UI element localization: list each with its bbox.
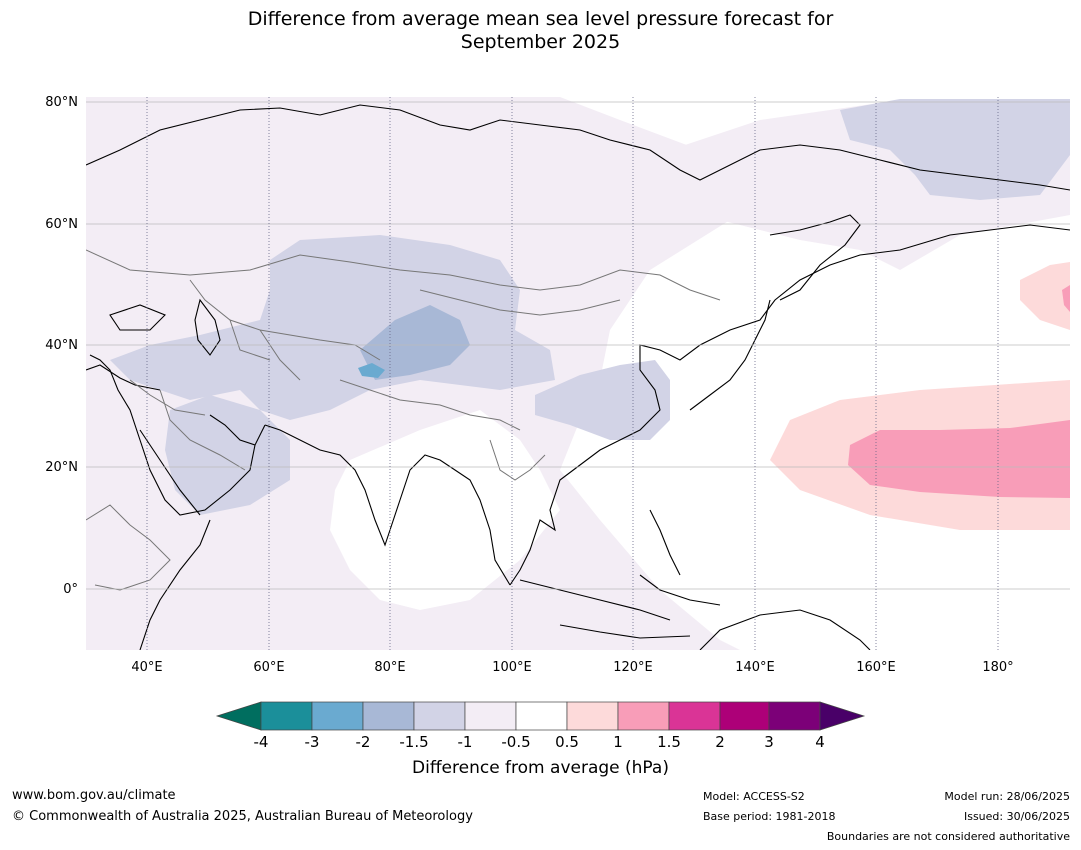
colorbar-tick-label: -1 [457,733,473,751]
lon-label-160e: 160°E [856,660,896,675]
coastline-sea-of-okhotsk [769,214,861,301]
anomaly-region-neg2-karakoram [358,363,385,378]
graticule [86,97,1070,650]
border-himalaya [339,379,521,431]
colorbar-tick-label: 3 [764,733,774,751]
boundaries-disclaimer: Boundaries are not considered authoritat… [826,830,1070,843]
lat-label-20n: 20°N [45,460,78,475]
colorbar-tick-label: 1 [613,733,623,751]
colorbar-tick-label: -2 [355,733,371,751]
title-line-1: Difference from average mean sea level p… [247,8,834,30]
model-name: Model: ACCESS-S2 [703,790,805,803]
coastline-indochina [264,424,511,586]
lat-label-40n: 40°N [45,338,78,353]
border-middle-east [129,379,246,471]
colorbar-tick-label: -0.5 [501,733,531,751]
lat-label-60n: 60°N [45,217,78,232]
coastline-caspian [194,298,221,356]
country-borders [86,249,721,591]
lon-label-60e: 60°E [253,660,285,675]
colorbar-tick-label: 0.5 [555,733,579,751]
anomaly-region-pos05-pacific-north [1020,262,1070,330]
colorbar-swatch-3 [362,701,415,731]
anomaly-region-pos1-pacific-north [1062,285,1070,312]
coastline-red-sea [139,429,201,516]
border-mongolia-china [419,289,621,316]
base-period: Base period: 1981-2018 [703,810,836,823]
colorbar-swatch-8 [617,701,670,731]
chart-title: Difference from average mean sea level p… [0,8,1081,54]
colorbar [215,701,866,731]
model-run-date: Model run: 28/06/2025 [944,790,1070,803]
copyright-text: © Commonwealth of Australia 2025, Austra… [12,809,473,824]
coastline-east-africa [139,519,211,650]
border-central-asia [189,279,381,381]
colorbar-swatch-5 [464,701,517,731]
coastline-arabia-africa [89,354,266,516]
border-russia-south [86,249,721,301]
colorbar-swatch-11 [768,701,821,731]
colorbar-title: Difference from average (hPa) [412,758,669,778]
border-indochina [489,439,546,481]
coastline-black-sea [109,304,166,331]
lon-label-140e: 140°E [735,660,775,675]
colorbar-tick-label: 2 [715,733,725,751]
coastline-japan [689,299,771,411]
coastline-mediterranean [86,364,161,391]
lon-gridlines [146,97,999,650]
lon-label-100e: 100°E [492,660,532,675]
lat-gridlines [86,101,1070,590]
colorbar-swatch-7 [566,701,619,731]
anomaly-region-neutral-india [330,410,560,610]
colorbar-swatch-10 [719,701,770,731]
coastline-philippines [649,509,681,576]
anomaly-region-neg15-tibet [360,305,470,380]
colorbar-swatch-2 [311,701,364,731]
lat-label-80n: 80°N [45,95,78,110]
coastline-persian-gulf [209,414,256,446]
lat-label-0: 0° [63,582,78,597]
colorbar-swatch-above [819,701,866,731]
border-africa [86,504,171,591]
colorbar-tick-label: -4 [253,733,269,751]
colorbar-tick-label: 1.5 [657,733,681,751]
anomaly-region-neg1-north-pacific [840,99,1070,200]
colorbar-tick-label: -1.5 [399,733,429,751]
colorbar-tick-label: -3 [304,733,320,751]
anomaly-region-neg1-china [535,360,670,440]
pressure-anomaly-layer [86,97,1070,650]
lon-label-40e: 40°E [131,660,163,675]
coastline-indonesia [519,574,721,639]
title-line-2: September 2025 [460,31,621,53]
issued-date: Issued: 30/06/2025 [963,810,1070,823]
coastline-australia [699,609,871,650]
website-link[interactable]: www.bom.gov.au/climate [12,788,176,803]
lon-label-120e: 120°E [613,660,653,675]
coastline-arctic-europe [86,104,1070,191]
colorbar-swatch-1 [260,701,313,731]
anomaly-region-neg1-central-asia [110,235,555,420]
anomaly-region-pos1-pacific [848,420,1070,498]
lon-label-80e: 80°E [374,660,406,675]
colorbar-tick-label: 4 [815,733,825,751]
anomaly-region-neg1-arabia [165,395,290,515]
colorbar-swatch-9 [668,701,721,731]
colorbar-swatch-6 [515,701,568,731]
colorbar-swatch-4 [413,701,466,731]
lon-label-180: 180° [982,660,1014,675]
colorbar-swatch-below [215,701,262,731]
